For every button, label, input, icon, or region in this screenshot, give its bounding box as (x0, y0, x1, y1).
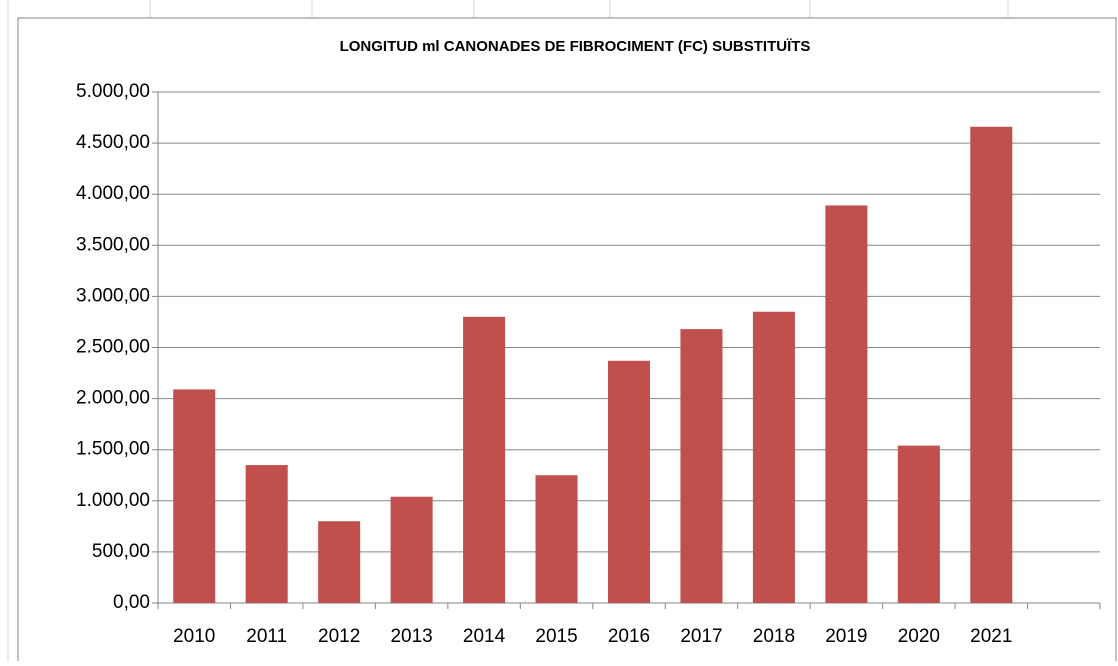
bar (463, 316, 506, 603)
x-tick-label: 2015 (535, 626, 577, 647)
y-tick-label: 4.000,00 (76, 183, 150, 204)
x-tick-label: 2017 (680, 626, 722, 647)
bar (245, 465, 288, 603)
y-tick-label: 0,00 (113, 592, 150, 613)
bar (680, 329, 723, 603)
x-tick-label: 2013 (390, 626, 432, 647)
bar (752, 311, 795, 603)
y-tick-label: 1.500,00 (76, 439, 150, 460)
x-tick-label: 2014 (463, 626, 506, 647)
x-tick-label: 2019 (825, 626, 867, 647)
bar (970, 126, 1013, 604)
x-tick-label: 2021 (970, 626, 1012, 647)
bar (173, 389, 216, 603)
y-tick-label: 4.500,00 (76, 132, 150, 153)
x-tick-label: 2011 (246, 626, 287, 647)
bar (607, 360, 651, 603)
bar (390, 496, 433, 603)
y-tick-label: 5.000,00 (76, 81, 150, 102)
y-tick-label: 500,00 (92, 541, 150, 562)
bar (825, 205, 868, 603)
bar (897, 445, 940, 603)
y-tick-label: 2.500,00 (76, 337, 150, 358)
y-tick-label: 3.500,00 (76, 234, 150, 255)
bar (318, 521, 361, 603)
x-tick-label: 2018 (753, 626, 795, 647)
bar (535, 475, 578, 603)
sheet-grid (7, 0, 1009, 661)
y-tick-label: 2.000,00 (76, 388, 150, 409)
x-tick-label: 2016 (608, 626, 650, 647)
x-tick-label: 2020 (898, 626, 940, 647)
x-tick-label: 2012 (318, 626, 360, 647)
chart-title: LONGITUD ml CANONADES DE FIBROCIMENT (FC… (340, 38, 811, 55)
y-tick-label: 3.000,00 (76, 285, 150, 306)
y-tick-label: 1.000,00 (76, 490, 150, 511)
x-tick-label: 2010 (173, 626, 215, 647)
